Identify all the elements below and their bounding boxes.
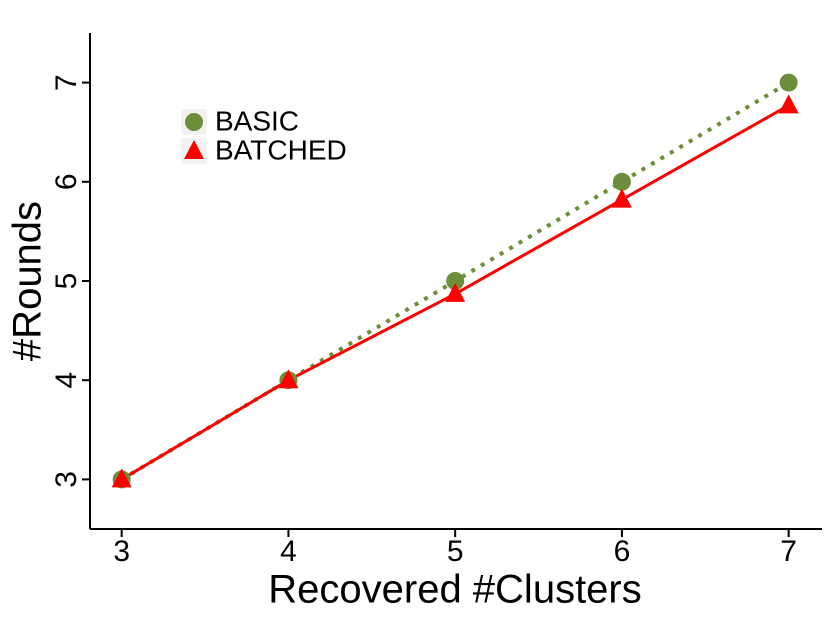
x-tick-label: 7 [780,535,797,568]
x-tick-label: 3 [113,535,130,568]
y-axis-title: #Rounds [6,201,50,361]
point [278,369,299,389]
point [111,468,132,488]
x-tick-label: 4 [280,535,297,568]
legend-label: BASIC [215,105,299,136]
y-tick-label: 4 [50,372,83,389]
point [612,172,631,191]
x-tick-label: 6 [614,535,631,568]
x-tick-label: 5 [447,535,464,568]
point [611,188,632,208]
y-tick-label: 5 [50,273,83,290]
y-tick-label: 6 [50,173,83,190]
x-axis-title: Recovered #Clusters [268,568,642,612]
point [779,73,798,92]
legend-label: BATCHED [215,134,347,165]
point [445,282,466,302]
legend-marker [185,113,203,131]
y-tick-label: 7 [50,74,83,91]
y-tick-label: 3 [50,471,83,488]
legend-marker [184,140,204,159]
point [778,94,799,114]
point [446,272,465,290]
